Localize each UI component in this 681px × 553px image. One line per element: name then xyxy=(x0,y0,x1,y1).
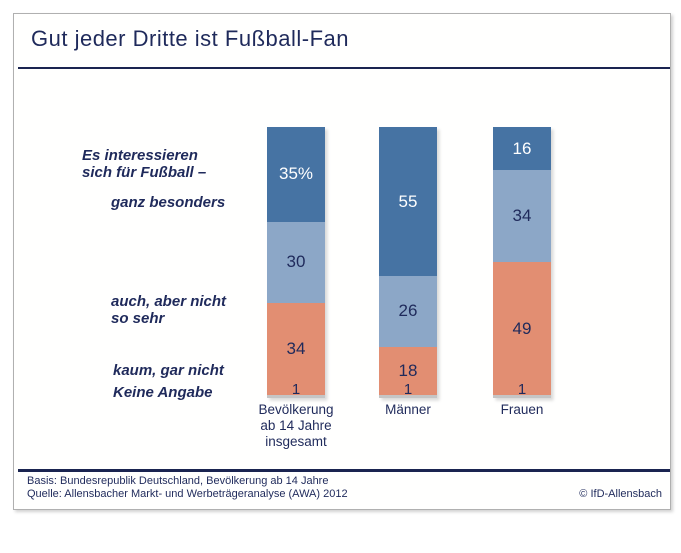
bar-value-label: 34 xyxy=(286,339,306,359)
page-title: Gut jeder Dritte ist Fußball-Fan xyxy=(31,26,349,51)
bar-segment-auch-aber-nicht-so-sehr-2: 26 xyxy=(379,276,437,347)
bar-segment-kaum-gar-nicht-3: 49 xyxy=(493,262,551,396)
bar-segment-kaum-gar-nicht-2: 18 xyxy=(379,346,437,396)
annotation-intro: Es interessieren sich für Fußball – xyxy=(82,147,207,181)
bar-segment-auch-aber-nicht-so-sehr-3: 34 xyxy=(493,170,551,263)
footer-divider xyxy=(18,469,670,472)
bar-value-label: 26 xyxy=(398,301,418,321)
bar-segment-ganz-besonders-3: 16 xyxy=(493,127,551,171)
bar-segment-kaum-gar-nicht-1: 34 xyxy=(267,303,325,396)
footer-quelle: Quelle: Allensbacher Markt- und Werbeträ… xyxy=(27,488,348,500)
stacked-bar-1: 35% 30 34 1 xyxy=(267,127,325,398)
bar-segment-keine-angabe-1 xyxy=(267,395,325,398)
category-label-3: Frauen xyxy=(500,402,544,417)
annotation-ganz-besonders: ganz besonders xyxy=(111,194,226,211)
bar-segment-auch-aber-nicht-so-sehr-1: 30 xyxy=(267,221,325,304)
bar-segment-ganz-besonders-1: 35% xyxy=(267,127,325,222)
footer-copyright: © IfD-Allensbach xyxy=(579,488,662,500)
bar-segment-keine-angabe-3 xyxy=(493,395,551,398)
footer-basis: Basis: Bundesrepublik Deutschland, Bevöl… xyxy=(27,475,329,487)
category-label-2: Männer xyxy=(385,402,431,417)
bar-value-label: 35% xyxy=(278,164,314,184)
bar-segment-ganz-besonders-2: 55 xyxy=(379,127,437,277)
title-divider xyxy=(18,67,670,69)
bar-value-label-keine-angabe: 1 xyxy=(517,381,527,398)
bar-value-label-keine-angabe: 1 xyxy=(403,381,413,398)
chart-area: 35% 30 34 1 Bevölkerung ab 14 Jahre insgesam… xyxy=(14,14,670,509)
bar-value-label: 30 xyxy=(286,252,306,272)
bar-value-label: 16 xyxy=(512,138,532,158)
annotation-auch-aber-nicht-so-sehr: auch, aber nicht so sehr xyxy=(111,293,227,327)
bar-value-label: 55 xyxy=(398,191,418,211)
bar-value-label: 49 xyxy=(512,318,532,338)
bar-value-label: 34 xyxy=(512,206,532,226)
category-label-1: Bevölkerung ab 14 Jahre insgesamt xyxy=(258,402,334,449)
annotation-keine-angabe: Keine Angabe xyxy=(113,384,213,401)
bar-value-label-keine-angabe: 1 xyxy=(291,381,301,398)
stacked-bar-2: 55 26 18 1 xyxy=(379,127,437,398)
slide-frame: Gut jeder Dritte ist Fußball-Fan Es inte… xyxy=(13,13,671,510)
bar-value-label: 18 xyxy=(398,360,418,380)
bar-segment-keine-angabe-2 xyxy=(379,395,437,398)
stacked-bar-3: 16 34 49 1 xyxy=(493,127,551,398)
annotation-kaum-gar-nicht: kaum, gar nicht xyxy=(113,362,224,379)
